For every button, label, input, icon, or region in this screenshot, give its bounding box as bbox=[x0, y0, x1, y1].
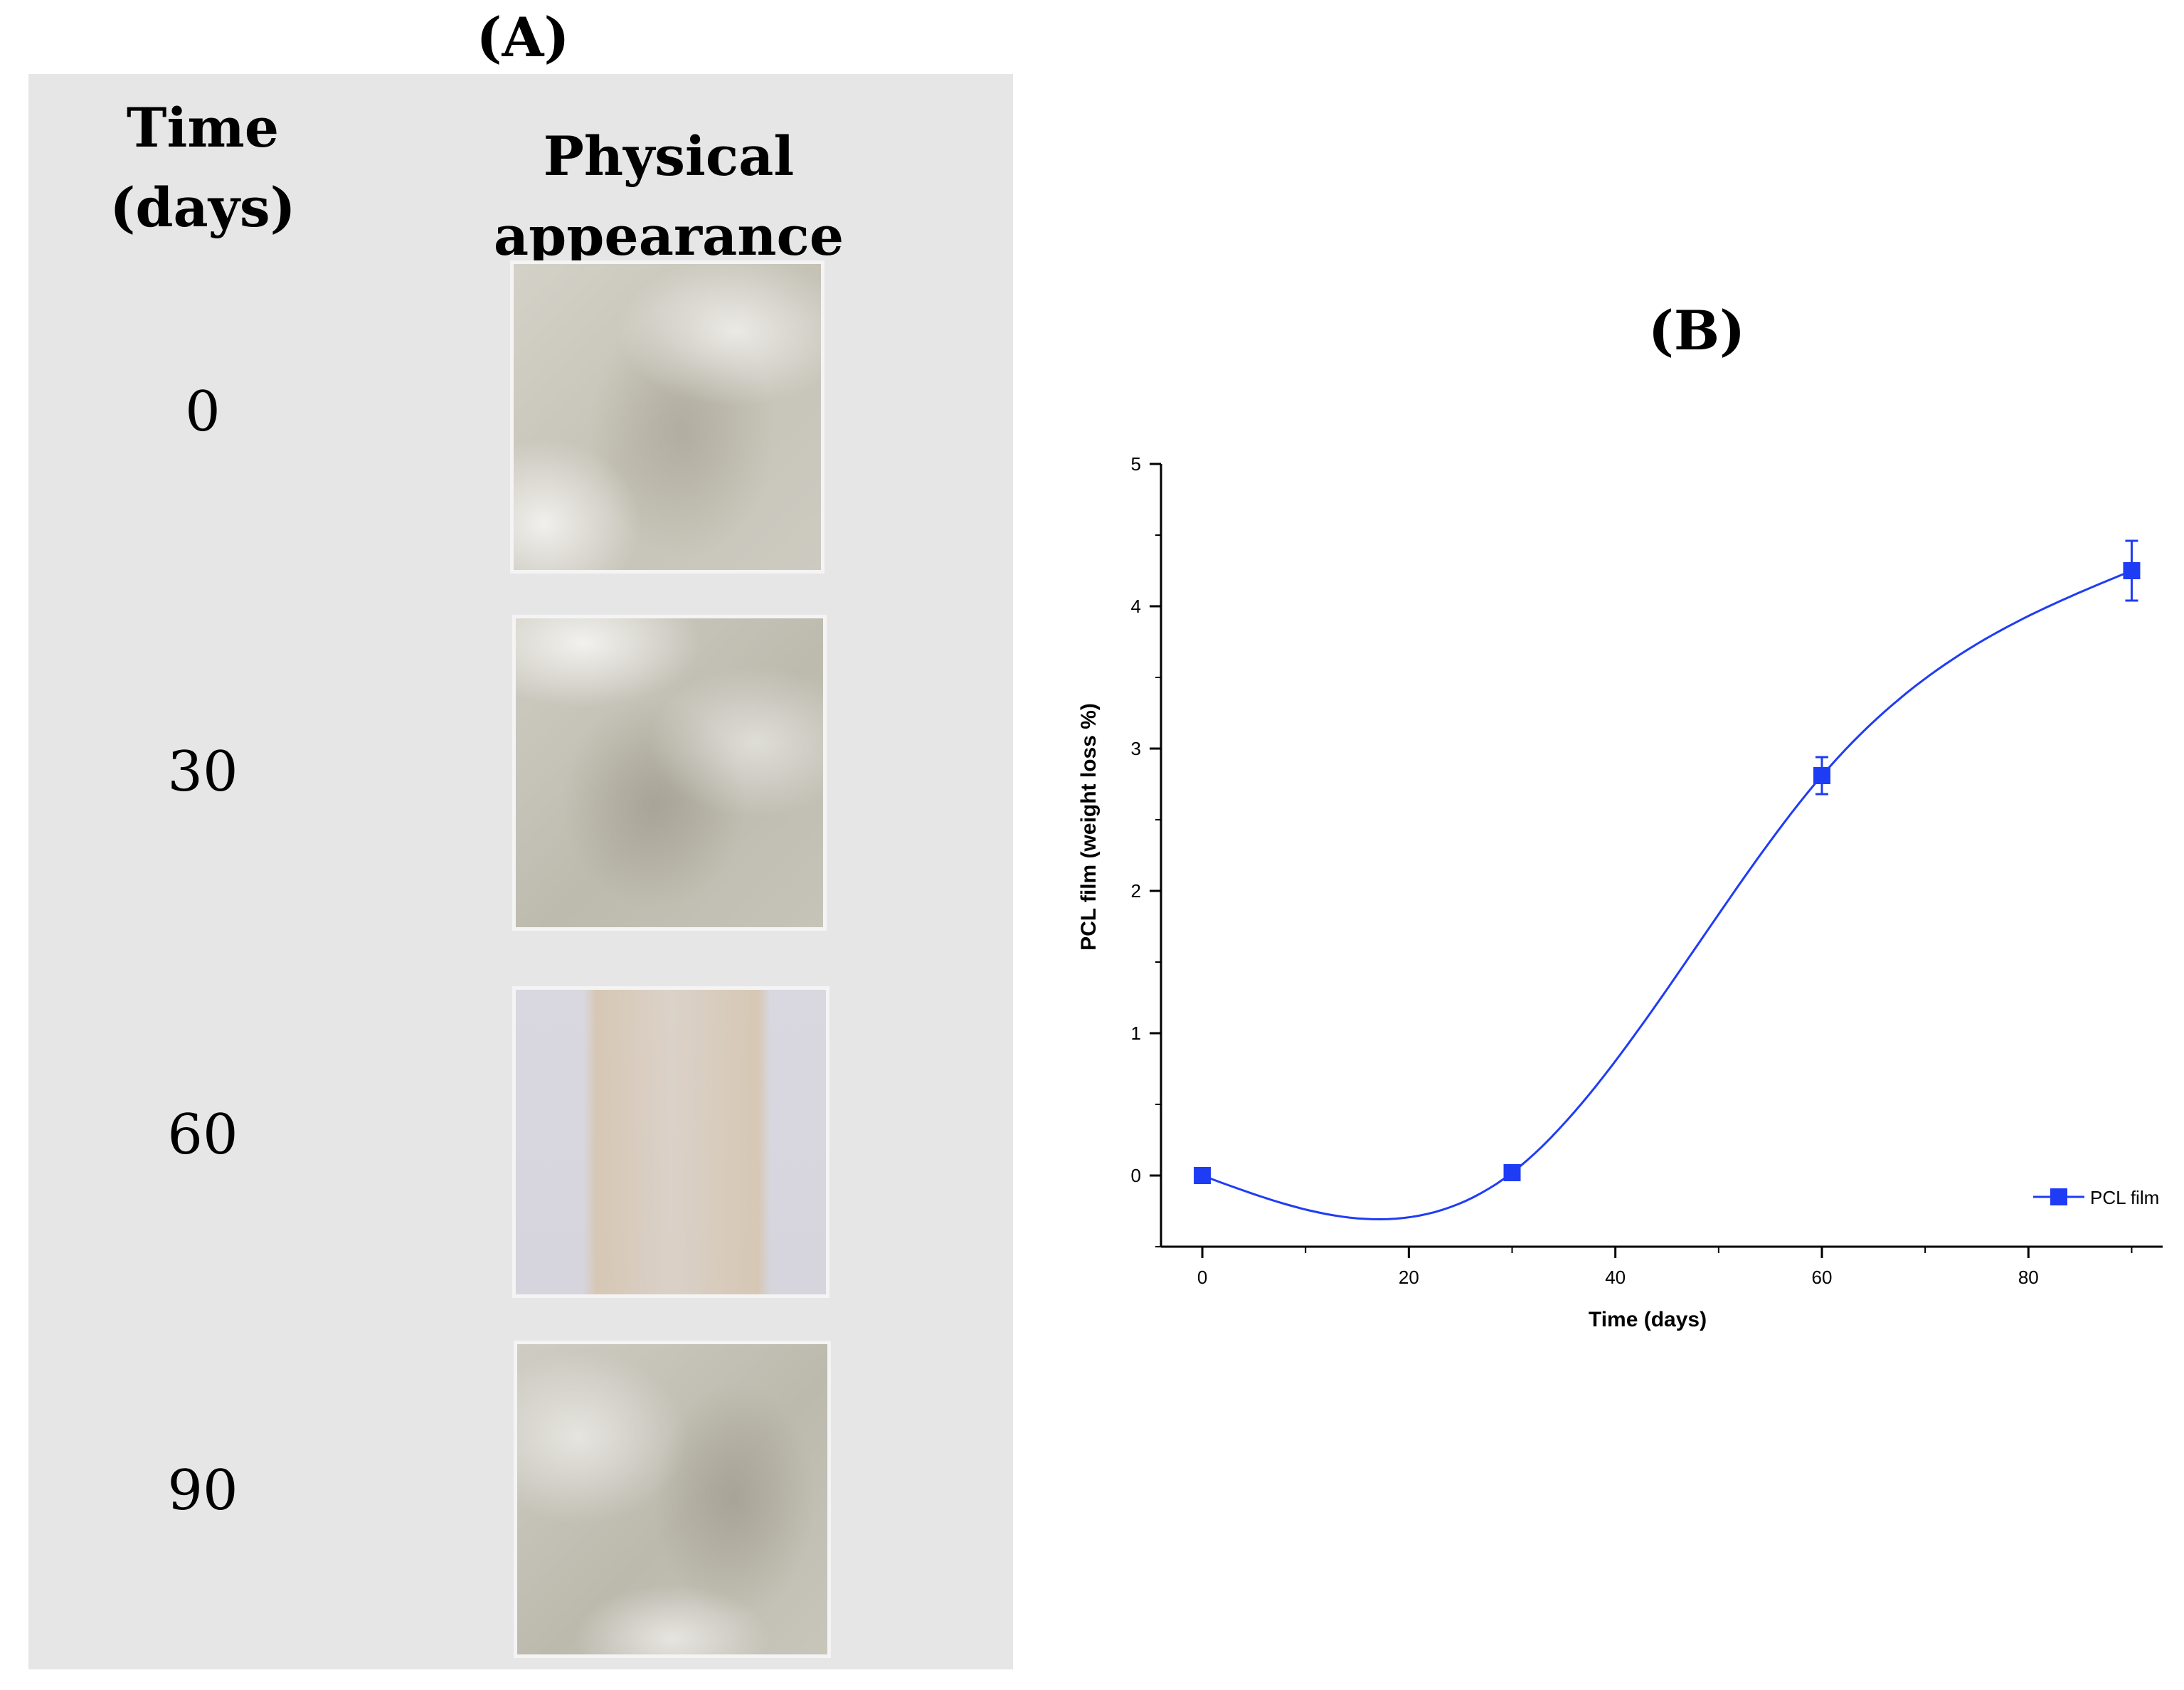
x-tick-label: 20 bbox=[1399, 1267, 1419, 1288]
y-axis-label: PCL film (weight loss %) bbox=[1077, 703, 1101, 951]
day-label-60: 60 bbox=[167, 1103, 238, 1167]
x-axis-label: Time (days) bbox=[1589, 1308, 1707, 1331]
panel-a: Time (days) Physical appearance 0 30 60 9… bbox=[28, 74, 1013, 1669]
sample-photo-day-0 bbox=[510, 260, 825, 574]
y-tick-label: 3 bbox=[1131, 738, 1141, 759]
sample-photo-day-90 bbox=[514, 1341, 831, 1658]
day-label-90: 90 bbox=[167, 1459, 238, 1523]
y-tick-label: 1 bbox=[1131, 1023, 1141, 1044]
legend-label: PCL film bbox=[2090, 1187, 2159, 1208]
y-tick-label: 0 bbox=[1131, 1165, 1141, 1186]
data-point-day-0 bbox=[1194, 1167, 1212, 1184]
y-tick-label: 2 bbox=[1131, 880, 1141, 902]
sample-photo-day-60 bbox=[512, 986, 829, 1298]
panel-b-label: (B) bbox=[1648, 299, 1746, 362]
x-tick-label: 80 bbox=[2018, 1267, 2039, 1288]
x-tick-label: 40 bbox=[1605, 1267, 1626, 1288]
x-tick-label: 0 bbox=[1197, 1267, 1207, 1288]
sample-photo-day-30 bbox=[512, 615, 827, 931]
data-point-day-60 bbox=[1813, 767, 1830, 784]
x-tick-label: 60 bbox=[1812, 1267, 1833, 1288]
day-label-0: 0 bbox=[185, 380, 221, 444]
time-header-line-1: Time bbox=[126, 96, 280, 159]
time-header-line-2: (days) bbox=[110, 176, 296, 239]
time-column-header: Time (days) bbox=[57, 88, 349, 248]
panel-a-label: (A) bbox=[476, 6, 570, 69]
day-label-30: 30 bbox=[167, 740, 238, 804]
weight-loss-chart: 0 1 2 3 4 5 0 20 40 60 80 Time (days) PCL film (weig… bbox=[1077, 453, 2163, 1331]
y-tick-label: 5 bbox=[1131, 453, 1141, 475]
series-line-pcl-film bbox=[1202, 569, 2133, 1221]
y-tick-label: 4 bbox=[1131, 596, 1141, 617]
legend-marker bbox=[2050, 1188, 2067, 1205]
data-point-day-90 bbox=[2123, 562, 2141, 579]
appearance-column-header: Physical appearance bbox=[493, 125, 844, 268]
data-point-day-30 bbox=[1503, 1164, 1521, 1181]
